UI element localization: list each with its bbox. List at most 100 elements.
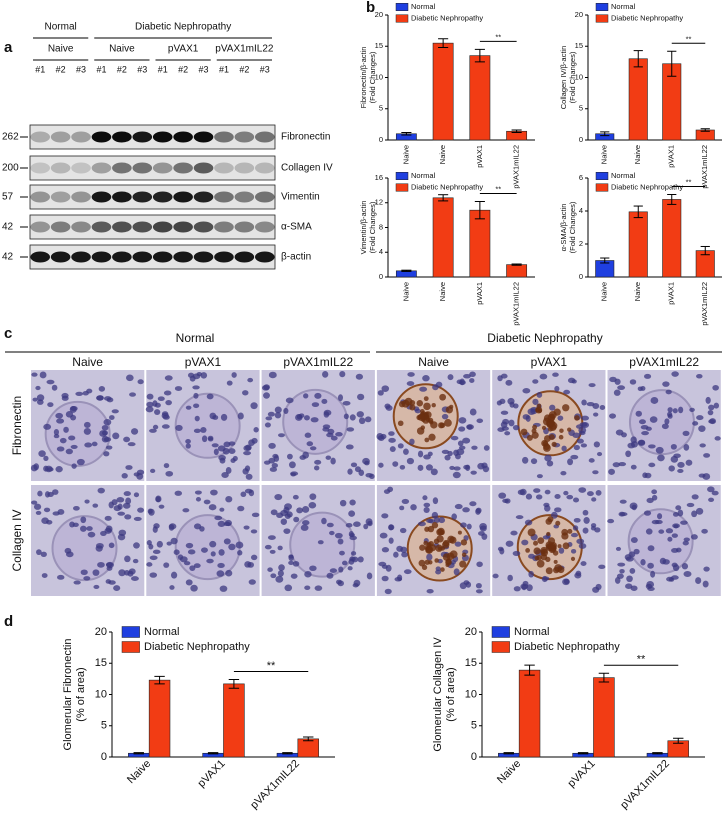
nucleus bbox=[630, 585, 638, 591]
nucleus bbox=[173, 549, 180, 555]
blot-band bbox=[112, 221, 132, 233]
nucleus bbox=[665, 389, 672, 395]
stain bbox=[431, 402, 436, 408]
nucleus bbox=[206, 393, 214, 400]
nucleus bbox=[647, 545, 655, 552]
x-tick-label: Naive bbox=[495, 758, 523, 786]
nucleus bbox=[453, 449, 459, 456]
error-bar bbox=[474, 201, 485, 220]
nucleus bbox=[678, 406, 684, 414]
nucleus bbox=[329, 568, 338, 573]
nucleus bbox=[267, 535, 276, 540]
nucleus bbox=[113, 585, 121, 591]
nucleus bbox=[592, 586, 600, 593]
blot-band bbox=[214, 251, 234, 263]
nucleus bbox=[521, 584, 527, 591]
nucleus bbox=[329, 530, 335, 536]
nucleus bbox=[682, 430, 690, 437]
nucleus bbox=[339, 550, 345, 556]
nucleus bbox=[82, 391, 89, 396]
stain bbox=[409, 400, 416, 406]
y-tick-label: 5 bbox=[579, 104, 583, 113]
nucleus bbox=[667, 407, 673, 413]
blot-band bbox=[214, 221, 234, 233]
blot-band bbox=[193, 221, 214, 233]
blot-band bbox=[152, 131, 173, 143]
x-tick-label: Naive bbox=[438, 145, 447, 164]
nucleus bbox=[686, 502, 695, 508]
stain bbox=[449, 536, 457, 544]
nucleus bbox=[347, 566, 353, 571]
significance-label: ** bbox=[495, 185, 501, 194]
nucleus bbox=[339, 499, 347, 507]
nucleus bbox=[570, 548, 577, 554]
blot-band bbox=[152, 251, 173, 263]
nucleus bbox=[680, 520, 688, 525]
error-bar bbox=[154, 675, 165, 685]
nucleus bbox=[592, 470, 599, 475]
nucleus bbox=[633, 548, 640, 555]
nucleus bbox=[190, 584, 198, 592]
bar bbox=[518, 669, 541, 758]
nucleus bbox=[43, 465, 49, 472]
nucleus bbox=[267, 567, 273, 572]
nucleus bbox=[73, 505, 80, 511]
nucleus bbox=[593, 412, 599, 417]
nucleus bbox=[570, 454, 579, 460]
nucleus bbox=[381, 547, 390, 553]
nucleus bbox=[192, 385, 200, 390]
nucleus bbox=[321, 398, 328, 404]
nucleus bbox=[701, 528, 708, 534]
nucleus bbox=[655, 446, 664, 454]
nucleus bbox=[521, 539, 529, 546]
nucleus bbox=[672, 512, 679, 517]
nucleus bbox=[671, 533, 678, 538]
nucleus bbox=[582, 509, 589, 516]
nucleus bbox=[677, 461, 685, 468]
nucleus bbox=[399, 464, 406, 470]
nucleus bbox=[481, 533, 488, 540]
nucleus bbox=[127, 442, 136, 447]
stain bbox=[459, 560, 467, 568]
blot-band bbox=[50, 221, 71, 233]
blot-band bbox=[71, 191, 91, 203]
nucleus bbox=[640, 386, 646, 391]
nucleus bbox=[502, 418, 510, 425]
nucleus bbox=[146, 562, 153, 567]
nucleus bbox=[103, 396, 112, 401]
stain bbox=[557, 544, 562, 549]
legend-label: Diabetic Nephropathy bbox=[514, 641, 620, 653]
x-tick-label: pVAX1mIL22 bbox=[618, 758, 672, 812]
blot-band bbox=[30, 191, 51, 203]
nucleus bbox=[588, 383, 596, 388]
nucleus bbox=[152, 549, 161, 555]
nucleus bbox=[327, 428, 335, 435]
stain bbox=[527, 528, 536, 537]
y-tick-label: 16 bbox=[375, 173, 383, 182]
nucleus bbox=[250, 402, 258, 410]
error-bar bbox=[667, 194, 677, 205]
nucleus bbox=[31, 372, 38, 377]
nucleus bbox=[496, 400, 502, 406]
stain bbox=[428, 433, 436, 441]
nucleus bbox=[148, 508, 155, 516]
glomerulus bbox=[174, 392, 241, 459]
nucleus bbox=[454, 503, 463, 510]
nucleus bbox=[628, 551, 636, 558]
error-bar bbox=[600, 257, 610, 264]
nucleus bbox=[502, 498, 509, 503]
nucleus bbox=[322, 370, 329, 378]
nucleus bbox=[55, 412, 64, 419]
nucleus bbox=[423, 502, 431, 508]
nucleus bbox=[321, 517, 327, 525]
panel-label: c bbox=[4, 325, 12, 342]
blot-band bbox=[152, 221, 173, 233]
nucleus bbox=[476, 561, 483, 568]
stain bbox=[437, 546, 442, 551]
nucleus bbox=[314, 392, 322, 399]
nucleus bbox=[154, 409, 161, 416]
nucleus bbox=[108, 580, 116, 585]
nucleus bbox=[379, 532, 388, 539]
nucleus bbox=[417, 521, 426, 527]
stain bbox=[536, 555, 542, 561]
